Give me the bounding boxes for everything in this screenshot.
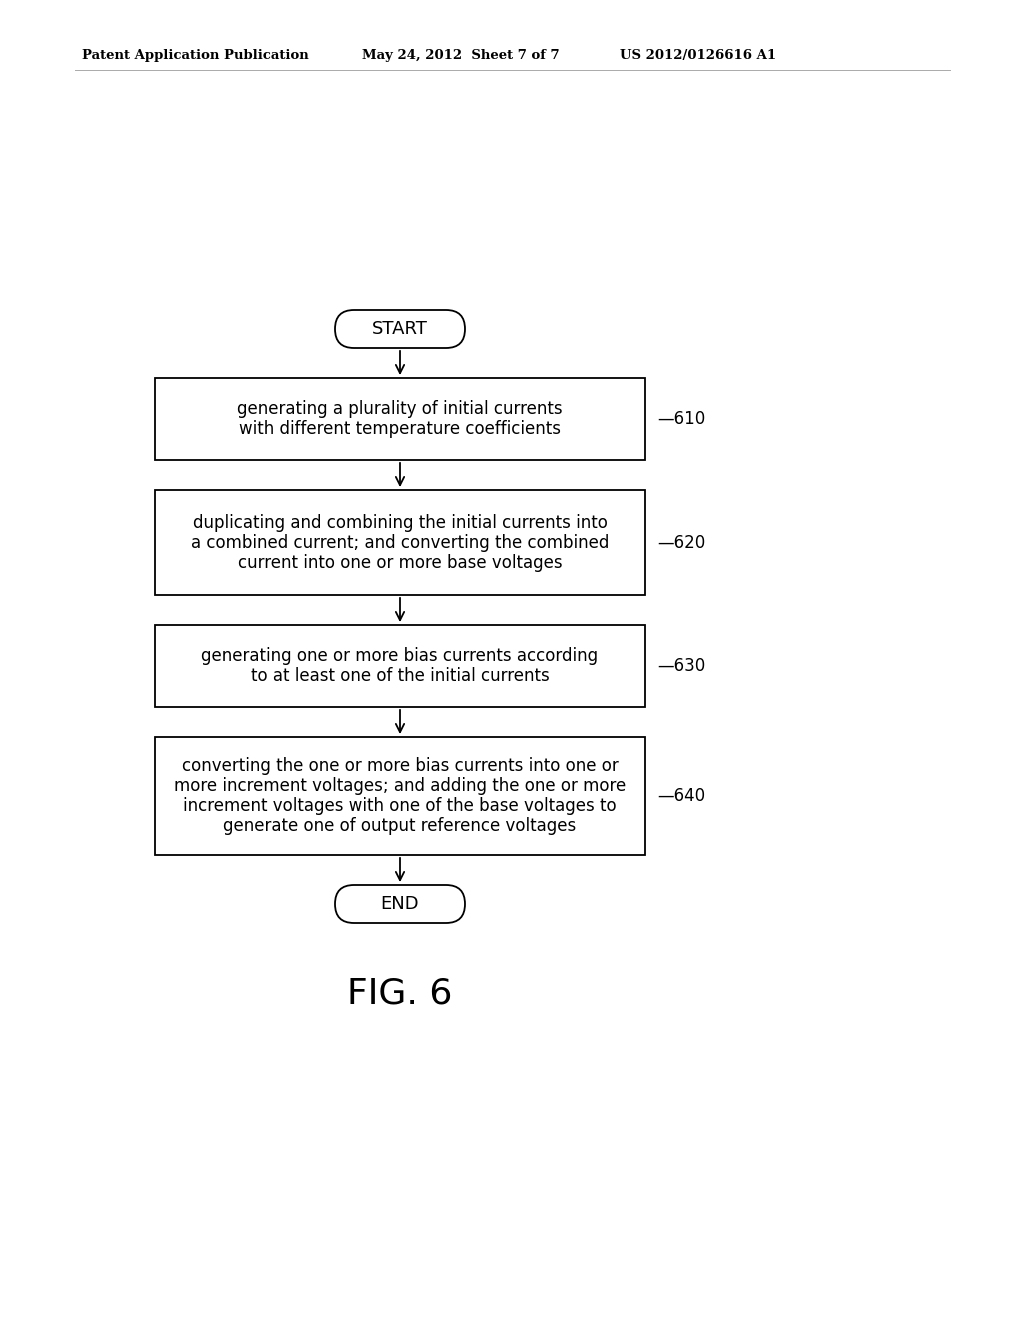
Bar <box>155 490 645 595</box>
Text: more increment voltages; and adding the one or more: more increment voltages; and adding the … <box>174 777 626 795</box>
Text: Patent Application Publication: Patent Application Publication <box>82 49 309 62</box>
Text: with different temperature coefficients: with different temperature coefficients <box>239 420 561 438</box>
Text: current into one or more base voltages: current into one or more base voltages <box>238 553 562 572</box>
Bar <box>155 624 645 708</box>
Text: to at least one of the initial currents: to at least one of the initial currents <box>251 667 549 685</box>
Text: END: END <box>381 895 419 913</box>
Text: —610: —610 <box>657 411 706 428</box>
Text: —630: —630 <box>657 657 706 675</box>
Text: duplicating and combining the initial currents into: duplicating and combining the initial cu… <box>193 513 607 532</box>
FancyBboxPatch shape <box>335 884 465 923</box>
Text: increment voltages with one of the base voltages to: increment voltages with one of the base … <box>183 797 616 814</box>
Text: generating one or more bias currents according: generating one or more bias currents acc… <box>202 647 599 665</box>
Text: —620: —620 <box>657 533 706 552</box>
Text: US 2012/0126616 A1: US 2012/0126616 A1 <box>620 49 776 62</box>
Bar <box>155 378 645 459</box>
Bar <box>155 737 645 855</box>
FancyBboxPatch shape <box>335 310 465 348</box>
Text: generating a plurality of initial currents: generating a plurality of initial curren… <box>238 400 563 418</box>
Text: generate one of output reference voltages: generate one of output reference voltage… <box>223 817 577 836</box>
Text: —640: —640 <box>657 787 706 805</box>
Text: FIG. 6: FIG. 6 <box>347 975 453 1010</box>
Text: May 24, 2012  Sheet 7 of 7: May 24, 2012 Sheet 7 of 7 <box>362 49 560 62</box>
Text: a combined current; and converting the combined: a combined current; and converting the c… <box>190 533 609 552</box>
Text: converting the one or more bias currents into one or: converting the one or more bias currents… <box>181 756 618 775</box>
Text: START: START <box>372 319 428 338</box>
